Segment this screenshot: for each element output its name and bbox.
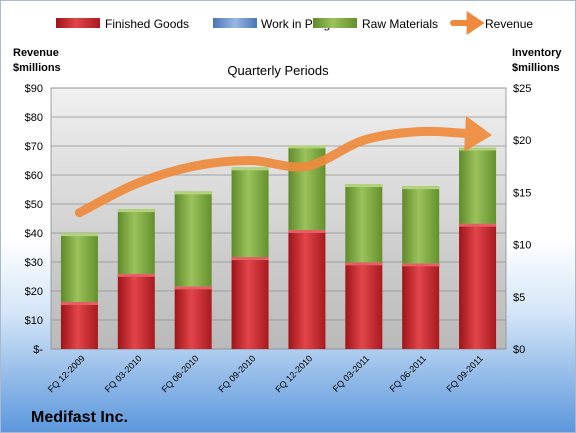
y-right-title-line1: Inventory xyxy=(512,47,562,59)
bar-raw-materials xyxy=(174,191,212,287)
bar-finished-goods xyxy=(345,262,383,349)
bar-finished-goods xyxy=(117,273,155,349)
bar-finished-goods xyxy=(174,286,212,349)
y-left-tick-label: $40 xyxy=(25,228,43,240)
bar-top-raw-materials xyxy=(231,167,269,171)
x-tick-label: FQ 06-2010 xyxy=(160,353,201,394)
y-right-tick-label: $15 xyxy=(513,187,531,199)
revenue-line-path xyxy=(74,115,492,218)
bar-top-raw-materials xyxy=(60,233,98,237)
y-right-tick-label: $20 xyxy=(513,135,531,147)
bar-finished-goods xyxy=(288,229,326,349)
y-right-ticks: $0 $5 $10 $15 $20 $25 xyxy=(513,83,531,356)
y-left-tick-label: $50 xyxy=(25,199,43,211)
company-name: Medifast Inc. xyxy=(31,409,128,426)
y-left-tick-label: $30 xyxy=(25,257,43,269)
bar-finished-goods xyxy=(402,263,440,349)
bar-top-raw-materials xyxy=(174,191,212,195)
legend: Finished Goods Work in Progress Raw Mate… xyxy=(56,11,533,35)
legend-swatch-finished-goods xyxy=(56,18,100,28)
y-left-tick-label: $60 xyxy=(25,170,43,182)
legend-swatch-work-in-progress xyxy=(213,18,257,28)
y-left-tick-label: $10 xyxy=(25,315,43,327)
y-left-tick-label: $90 xyxy=(25,83,43,95)
bar-top-raw-materials xyxy=(402,186,440,190)
bar-raw-materials xyxy=(231,167,269,258)
legend-label-finished-goods: Finished Goods xyxy=(105,17,189,31)
bar-raw-materials xyxy=(60,233,98,303)
y-left-tick-label: $70 xyxy=(25,141,43,153)
bar-top-finished-goods xyxy=(174,286,212,290)
y-left-tick-label: $- xyxy=(33,344,43,356)
legend-label-revenue: Revenue xyxy=(485,17,533,31)
y-right-title-line2: $millions xyxy=(512,62,560,74)
bar-raw-materials xyxy=(402,186,440,264)
x-tick-label: FQ 06-2011 xyxy=(388,353,429,394)
bar-top-raw-materials xyxy=(117,209,155,213)
y-right-tick-label: $10 xyxy=(513,240,531,252)
y-right-tick-label: $5 xyxy=(513,292,525,304)
revenue-line xyxy=(74,115,492,218)
x-ticks: FQ 12-2009 FQ 03-2010 FQ 06-2010 FQ 09-2010… xyxy=(46,353,485,394)
x-tick-label: FQ 03-2010 xyxy=(103,353,144,394)
legend-swatch-raw-materials xyxy=(313,18,357,28)
bar-finished-goods xyxy=(231,257,269,349)
x-tick-label: FQ 12-2009 xyxy=(46,353,87,394)
bar-top-raw-materials xyxy=(459,147,497,151)
x-tick-label: FQ 12-2010 xyxy=(273,353,314,394)
legend-label-raw-materials: Raw Materials xyxy=(362,17,438,31)
y-left-ticks: $- $10 $20 $30 $40 $50 $60 $70 $80 $90 xyxy=(25,83,44,356)
legend-item-raw-materials: Raw Materials xyxy=(313,17,438,31)
bar-raw-materials xyxy=(117,209,155,274)
chart-title: Quarterly Periods xyxy=(227,63,329,78)
x-tick-label: FQ 09-2010 xyxy=(216,353,257,394)
bar-top-raw-materials xyxy=(288,145,326,149)
y-right-tick-label: $0 xyxy=(513,344,525,356)
bar-top-finished-goods xyxy=(231,257,269,261)
bar-top-finished-goods xyxy=(459,223,497,227)
bar-finished-goods xyxy=(459,223,497,349)
y-left-tick-label: $20 xyxy=(25,286,43,298)
bar-finished-goods xyxy=(60,302,98,349)
bar-top-finished-goods xyxy=(60,302,98,306)
bar-raw-materials xyxy=(459,147,497,224)
bar-top-raw-materials xyxy=(345,184,383,188)
y-left-title-line1: Revenue xyxy=(13,47,59,59)
bar-top-finished-goods xyxy=(402,263,440,267)
legend-item-revenue: Revenue xyxy=(450,11,533,35)
legend-item-finished-goods: Finished Goods xyxy=(56,17,189,31)
bar-raw-materials xyxy=(345,184,383,263)
bar-top-finished-goods xyxy=(345,262,383,266)
y-right-tick-label: $25 xyxy=(513,83,531,95)
bar-top-finished-goods xyxy=(117,273,155,277)
bar-top-finished-goods xyxy=(288,229,326,233)
x-tick-label: FQ 03-2011 xyxy=(331,353,372,394)
y-left-tick-label: $80 xyxy=(25,112,43,124)
y-left-title-line2: $millions xyxy=(13,62,61,74)
bars xyxy=(60,145,497,349)
x-tick-label: FQ 09-2011 xyxy=(444,353,485,394)
